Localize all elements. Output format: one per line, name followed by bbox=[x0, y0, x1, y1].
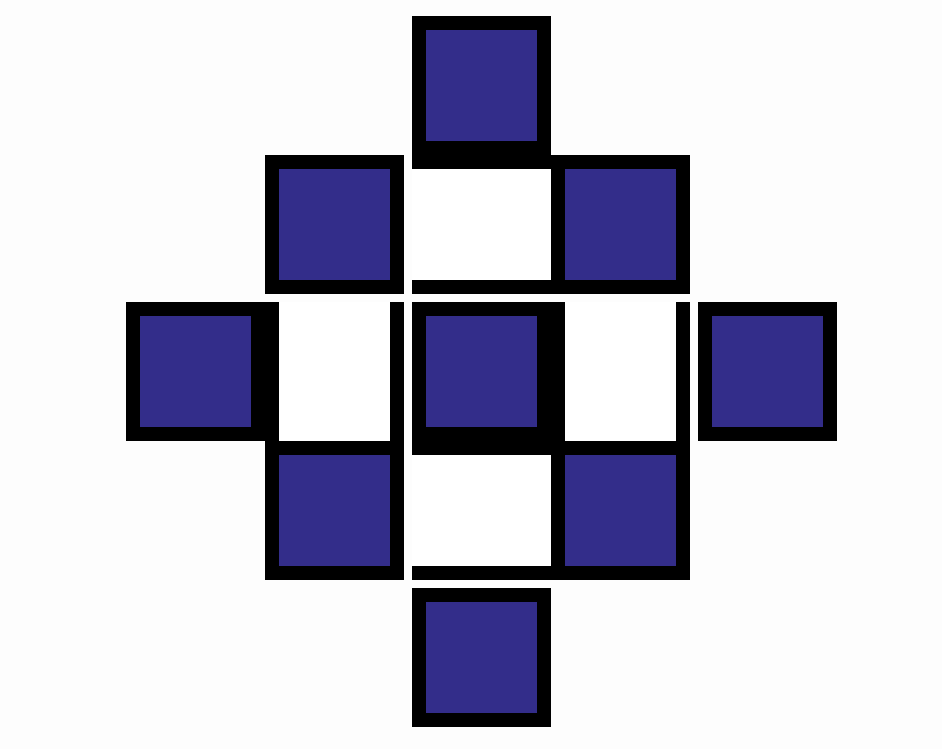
left-gap-cell bbox=[265, 302, 404, 441]
right-square bbox=[698, 302, 837, 441]
lower-left-square bbox=[265, 441, 404, 580]
right-gap-cell bbox=[551, 302, 690, 441]
upper-left-square bbox=[265, 155, 404, 294]
lower-right-square bbox=[551, 441, 690, 580]
upper-gap-cell bbox=[412, 155, 551, 294]
top-square bbox=[412, 16, 551, 155]
lower-gap-cell bbox=[412, 441, 551, 580]
center-square bbox=[412, 302, 551, 441]
left-square bbox=[126, 302, 265, 441]
upper-right-square bbox=[551, 155, 690, 294]
bottom-square bbox=[412, 588, 551, 727]
